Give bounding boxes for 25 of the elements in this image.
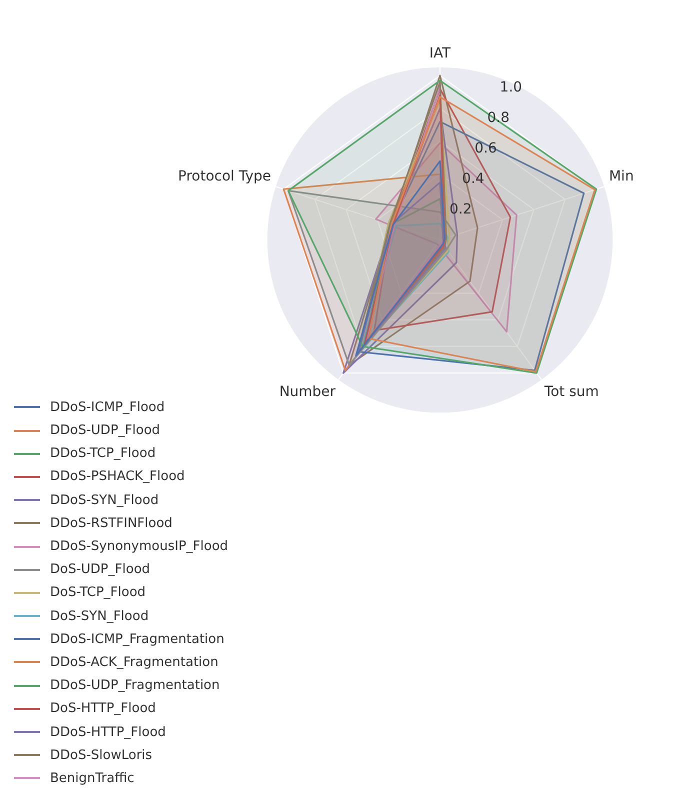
spoke-label: Min — [608, 168, 634, 184]
legend-label: DDoS-UDP_Fragmentation — [50, 678, 220, 694]
legend-label: DDoS-SYN_Flood — [50, 492, 159, 508]
legend-label: DDoS-ACK_Fragmentation — [50, 654, 218, 670]
legend-label: DDoS-ICMP_Fragmentation — [50, 632, 224, 647]
spoke-label: IAT — [429, 46, 452, 62]
legend-label: DoS-HTTP_Flood — [50, 701, 156, 716]
spoke-label: Protocol Type — [178, 168, 272, 184]
legend-label: DDoS-ICMP_Flood — [50, 400, 165, 415]
legend-label: DoS-UDP_Flood — [50, 562, 150, 578]
legend-label: DDoS-SlowLoris — [50, 748, 152, 763]
legend-label: DDoS-PSHACK_Flood — [50, 469, 185, 484]
spoke-label: Tot sum — [543, 384, 599, 400]
legend-label: DoS-TCP_Flood — [50, 585, 146, 600]
legend-label: DoS-SYN_Flood — [50, 608, 149, 624]
legend-label: DDoS-RSTFINFlood — [50, 516, 172, 531]
legend-label: DDoS-HTTP_Flood — [50, 724, 166, 740]
legend-label: DDoS-UDP_Flood — [50, 423, 160, 438]
legend-label: DDoS-SynonymousIP_Flood — [50, 539, 228, 554]
spoke-label: Number — [279, 384, 336, 400]
y-tick-label: 0.6 — [474, 140, 497, 156]
y-tick-label: 1.0 — [500, 80, 522, 96]
y-tick-label: 0.2 — [449, 201, 472, 218]
legend-label: BenignTraffic — [50, 770, 134, 786]
legend-label: DDoS-TCP_Flood — [50, 446, 156, 462]
